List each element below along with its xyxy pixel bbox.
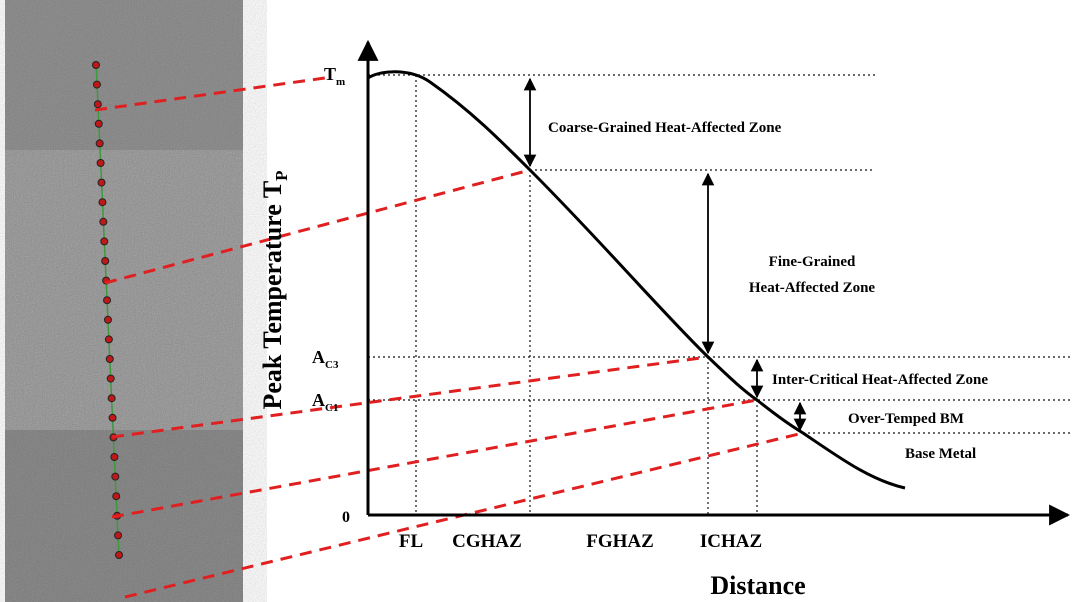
level-sub: C1	[325, 402, 338, 414]
label-main: Peak Temperature T	[258, 181, 287, 410]
indent	[95, 120, 102, 127]
indent	[93, 81, 100, 88]
zone-label: ICHAZ	[700, 531, 762, 552]
level-main: T	[324, 64, 336, 84]
indent	[105, 336, 112, 343]
indent	[102, 258, 109, 265]
level-sub: m	[336, 76, 345, 88]
indent	[93, 62, 100, 69]
indent	[115, 532, 122, 539]
indent	[111, 454, 118, 461]
indent	[108, 395, 115, 402]
zone-label: CGHAZ	[452, 531, 522, 552]
y-axis-label: Peak Temperature TP	[258, 170, 291, 409]
indent	[104, 297, 111, 304]
level-main: A	[312, 347, 325, 367]
indent	[99, 199, 106, 206]
annotation: Inter-Critical Heat-Affected Zone	[772, 372, 988, 388]
level-tm: Tm	[324, 64, 345, 88]
annotation: Fine-Grained	[769, 254, 856, 270]
level-zero: 0	[342, 509, 350, 526]
indent	[113, 493, 120, 500]
indent	[98, 179, 105, 186]
level-main: A	[312, 390, 325, 410]
indent	[106, 356, 113, 363]
indent	[112, 473, 119, 480]
indent	[97, 160, 104, 167]
level-sub: C3	[325, 359, 339, 371]
label-sub: P	[272, 170, 291, 180]
level-ac3: AC3	[312, 347, 339, 371]
annotation: Over-Temped BM	[848, 411, 964, 427]
annotation: Heat-Affected Zone	[749, 280, 876, 296]
indent	[107, 375, 114, 382]
axes	[368, 42, 1068, 515]
indent	[109, 414, 116, 421]
indent	[116, 552, 123, 559]
annotation: Coarse-Grained Heat-Affected Zone	[548, 120, 782, 136]
indent	[94, 101, 101, 108]
zone-label: FGHAZ	[586, 531, 654, 552]
indent	[101, 238, 108, 245]
x-axis-label: Distance	[710, 571, 805, 600]
annotation: Base Metal	[905, 446, 976, 462]
zone-label: FL	[399, 531, 423, 552]
diagram: Peak Temperature TP Tm AC3 AC1 0 Coarse-…	[0, 0, 1073, 602]
indent	[100, 218, 107, 225]
micrograph	[5, 0, 243, 602]
indent	[96, 140, 103, 147]
indent	[104, 316, 111, 323]
